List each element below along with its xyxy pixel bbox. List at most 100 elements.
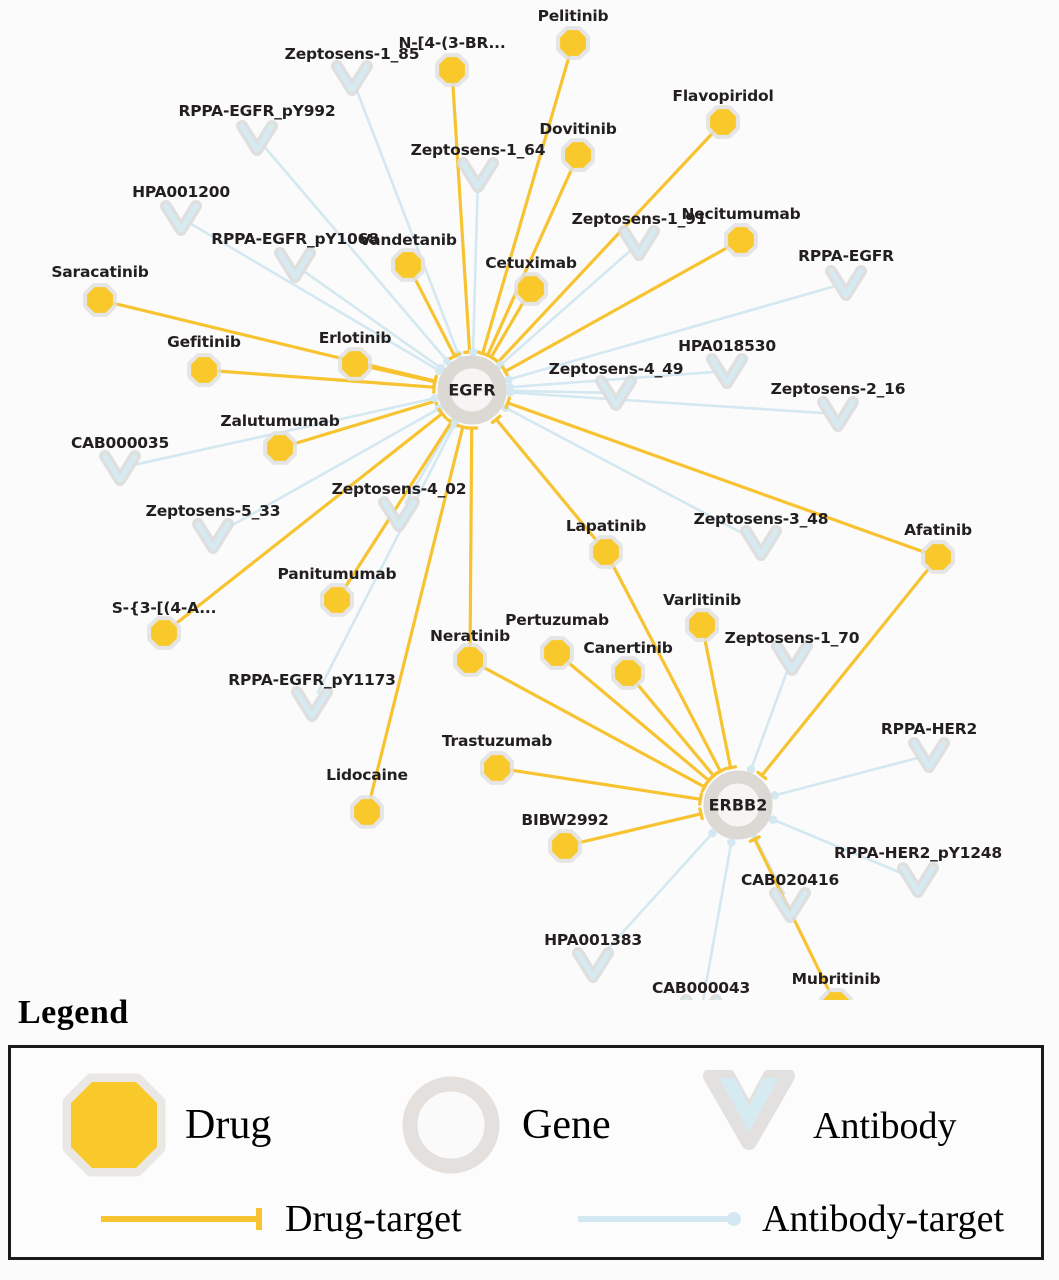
drug-node[interactable] bbox=[589, 535, 623, 569]
antibody-target-edge-icon bbox=[578, 1212, 741, 1226]
antibody-node[interactable] bbox=[618, 225, 660, 261]
drug-node-shape bbox=[552, 833, 578, 859]
drug-node-shape bbox=[560, 30, 586, 56]
drug-node[interactable] bbox=[350, 795, 384, 829]
antibody-target-edge-terminal bbox=[430, 394, 440, 403]
legend-box: Drug Gene Antibody Dru bbox=[8, 1045, 1044, 1260]
drug-target-edge bbox=[489, 298, 527, 359]
drug-node[interactable] bbox=[338, 347, 372, 381]
drug-target-edge-terminal bbox=[448, 352, 461, 361]
antibody-node[interactable] bbox=[99, 450, 141, 486]
drug-node[interactable] bbox=[514, 272, 548, 306]
network-canvas[interactable]: Pelitinib N-[4-(3-BR... Zeptosens-1_85 Flav… bbox=[0, 0, 1059, 1000]
drug-node-shape bbox=[823, 992, 849, 1000]
drug-node[interactable] bbox=[320, 583, 354, 617]
antibody-node[interactable] bbox=[908, 737, 950, 773]
drug-node[interactable] bbox=[435, 53, 469, 87]
antibody-target-edge-terminal bbox=[746, 765, 756, 774]
drug-node[interactable] bbox=[548, 829, 582, 863]
legend: Legend Drug Gene Antibod bbox=[0, 990, 1059, 1280]
antibody-node[interactable] bbox=[572, 947, 614, 983]
antibody-node[interactable] bbox=[771, 640, 813, 676]
drug-node[interactable] bbox=[480, 751, 514, 785]
drug-target-edge bbox=[479, 664, 707, 789]
drug-target-edge bbox=[412, 274, 457, 358]
legend-item-gene: Gene bbox=[396, 1070, 611, 1180]
legend-item-antibody: Antibody bbox=[701, 1070, 957, 1182]
drug-target-edge bbox=[576, 812, 703, 845]
antibody-target-edge bbox=[507, 285, 835, 381]
antibody-target-edge bbox=[471, 186, 479, 354]
drug-node[interactable] bbox=[83, 283, 117, 317]
legend-label-drug-target: Drug-target bbox=[285, 1198, 462, 1240]
antibody-node[interactable] bbox=[817, 396, 859, 432]
antibody-node-shape bbox=[820, 399, 856, 429]
antibody-node[interactable] bbox=[457, 157, 499, 193]
drug-node[interactable] bbox=[556, 26, 590, 60]
gene-node[interactable] bbox=[437, 355, 507, 425]
antibody-target-edge bbox=[600, 831, 714, 957]
drug-target-edge bbox=[290, 399, 438, 446]
gene-node[interactable] bbox=[703, 770, 773, 840]
drug-node[interactable] bbox=[453, 643, 487, 677]
antibody-node[interactable] bbox=[706, 353, 748, 389]
drug-node-shape bbox=[925, 544, 951, 570]
antibody-node[interactable] bbox=[192, 518, 234, 554]
antibody-node-shape bbox=[743, 528, 779, 558]
antibody-node[interactable] bbox=[825, 265, 867, 301]
gene-circle-icon bbox=[402, 1076, 500, 1174]
drug-node[interactable] bbox=[147, 616, 181, 650]
drug-target-edge bbox=[111, 301, 437, 383]
antibody-node-shape bbox=[239, 123, 275, 153]
drug-node-shape bbox=[544, 640, 570, 666]
antibody-node[interactable] bbox=[331, 60, 373, 96]
antibody-node[interactable] bbox=[769, 887, 811, 923]
antibody-target-edge-terminal bbox=[708, 828, 717, 838]
antibody-node-shape bbox=[163, 203, 199, 233]
drug-node-shape bbox=[395, 252, 421, 278]
antibody-node-shape bbox=[294, 689, 330, 719]
antibody-target-edge bbox=[223, 407, 441, 531]
drug-node[interactable] bbox=[685, 608, 719, 642]
antibody-target-edge bbox=[304, 271, 443, 370]
antibody-node[interactable] bbox=[897, 862, 939, 898]
antibody-node[interactable] bbox=[291, 686, 333, 722]
legend-item-antibody-target: Antibody-target bbox=[576, 1200, 1004, 1238]
drug-node[interactable] bbox=[540, 636, 574, 670]
antibody-node-shape bbox=[911, 740, 947, 770]
antibody-target-edge-terminal bbox=[436, 363, 446, 373]
drug-target-edge bbox=[610, 561, 723, 773]
drug-target-edge bbox=[172, 411, 444, 627]
gene-node-shape bbox=[437, 355, 507, 425]
antibody-node-shape bbox=[772, 890, 808, 920]
antibody-target-edge-terminal bbox=[727, 838, 736, 847]
drug-node-shape bbox=[615, 660, 641, 686]
drug-target-edge bbox=[451, 81, 472, 354]
drug-node[interactable] bbox=[921, 540, 955, 574]
nodes-layer bbox=[83, 26, 955, 1000]
gene-node-label: ERBB2 bbox=[708, 795, 768, 815]
antibody-node[interactable] bbox=[236, 120, 278, 156]
drug-node[interactable] bbox=[391, 248, 425, 282]
antibody-node[interactable] bbox=[378, 496, 420, 532]
drug-node[interactable] bbox=[561, 138, 595, 172]
antibody-node[interactable] bbox=[274, 247, 316, 283]
drug-node[interactable] bbox=[706, 105, 740, 139]
legend-item-drug-target: Drug-target bbox=[99, 1200, 462, 1238]
drug-node[interactable] bbox=[611, 656, 645, 690]
antibody-node[interactable] bbox=[595, 375, 637, 411]
drug-target-edge-terminal bbox=[698, 792, 703, 806]
antibody-node-shape bbox=[102, 453, 138, 483]
antibody-node[interactable] bbox=[740, 525, 782, 561]
drug-node[interactable] bbox=[724, 223, 758, 257]
drug-node[interactable] bbox=[819, 988, 853, 1000]
antibody-node[interactable] bbox=[160, 200, 202, 236]
antibody-target-edge bbox=[701, 841, 733, 1000]
gene-node-shape bbox=[703, 770, 773, 840]
antibody-target-edge bbox=[264, 146, 449, 363]
drug-node-shape bbox=[439, 57, 465, 83]
drug-target-edge-terminal bbox=[432, 375, 438, 389]
antibody-node-shape bbox=[709, 356, 745, 386]
drug-node[interactable] bbox=[187, 353, 221, 387]
drug-node[interactable] bbox=[263, 431, 297, 465]
